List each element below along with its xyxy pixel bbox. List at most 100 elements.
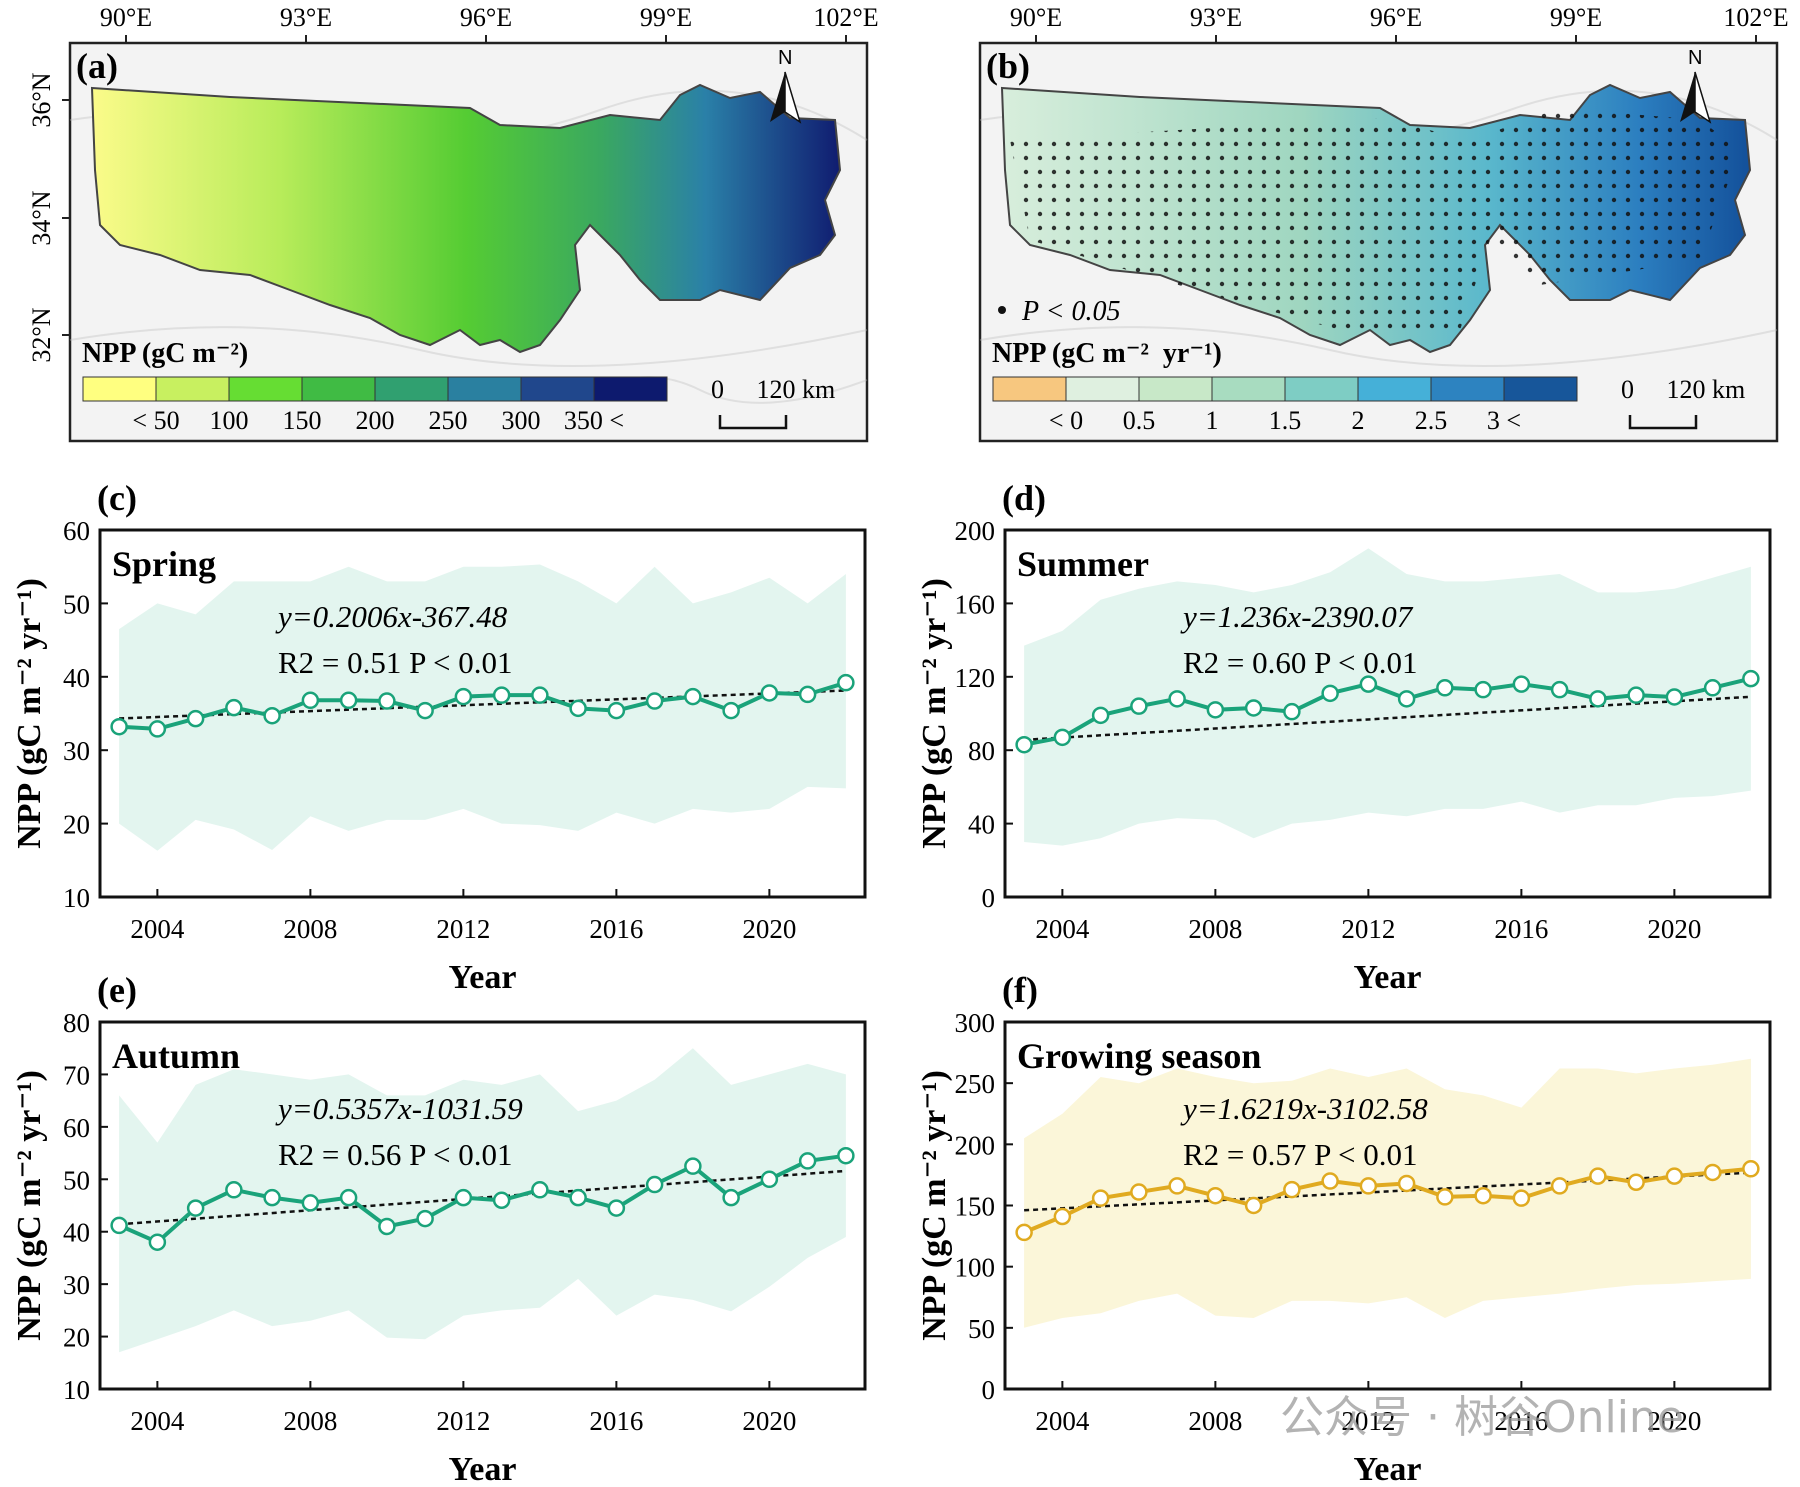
data-point [1474,1186,1492,1205]
significance-dots [1010,108,1740,330]
x-tick-label: 2016 [589,914,643,944]
y-tick-label: 50 [63,589,90,619]
x-tick-label: 2012 [436,914,490,944]
plot-frame [98,528,867,899]
legend-swatch [228,376,303,402]
map-a-letter: (a) [76,46,118,86]
chart-panel-e: 10 20 30 40 50 60 70 80 2004 2008 2012 2016 2020 Year… [11,970,867,1487]
uncertainty-band [119,564,846,851]
data-point [798,1152,817,1170]
data-point [1742,669,1760,688]
x-tick-label: 2016 [1494,914,1548,944]
data-point [148,720,167,738]
npp-map-region [90,83,842,354]
data-point [837,673,855,692]
data-point [1359,1177,1378,1195]
x-tick-label: 2008 [1188,914,1242,944]
x-tick-label: 2020 [742,1406,796,1436]
north-label: N [1688,47,1702,69]
map-a-legend-bar: < 50 100 150 200 250 300 350 < [82,376,668,435]
legend-label: 200 [356,406,395,435]
uncertainty-band [1024,548,1751,846]
legend-label: 300 [502,406,541,435]
lon-tick-label: 102°E [1723,3,1788,32]
map-a-north-arrow: N [770,47,802,124]
y-tick-label: 30 [63,1270,90,1300]
y-tick-label: 80 [968,736,995,766]
map-a-scale-bar [718,415,788,430]
series-title: Summer [1017,544,1149,584]
data-point [454,687,473,706]
data-point [1703,1163,1722,1182]
y-tick-label: 10 [63,883,90,913]
x-tick-label: 2020 [742,914,796,944]
data-point [186,1199,205,1217]
data-point [110,717,128,736]
legend-swatch [155,376,230,402]
y-tick-label: 20 [63,810,90,840]
x-tick-label: 2004 [1035,1406,1090,1436]
legend-swatch [1138,376,1213,402]
y-tick-label: 100 [955,1253,996,1283]
data-point [569,699,587,718]
y-tick-label: 10 [63,1375,90,1405]
data-point [378,692,396,710]
x-axis-label: Year [1354,959,1422,996]
x-tick-label: 2004 [130,1406,185,1436]
data-point [1244,699,1263,717]
data-point [1512,1189,1531,1207]
data-point [1550,1177,1569,1195]
legend-swatch [301,376,376,402]
legend-label: 1 [1206,406,1219,435]
x-tick-label: 2020 [1647,914,1701,944]
y-tick-label: 0 [982,1375,996,1405]
y-tick-label: 60 [63,516,90,546]
data-point [1397,690,1416,708]
y-tick-label: 300 [955,1008,996,1038]
x-tick-label: 2016 [589,1406,643,1436]
data-point [110,1216,128,1235]
legend-swatch [1284,376,1359,402]
y-axis-label: NPP (gC m⁻² yr⁻¹) [916,1070,953,1341]
panel-letter: (c) [97,478,137,518]
data-point [301,1194,320,1212]
map-a-lat-ticks: 36°N 34°N 32°N [27,72,70,363]
legend-label: < 50 [132,406,179,435]
y-tick-label: 0 [982,883,996,913]
data-point [645,1175,664,1194]
data-point [416,701,434,720]
y-tick-label: 250 [955,1069,996,1099]
plot-frame [98,1020,867,1391]
legend-label: 3 < [1487,406,1521,435]
data-point [760,684,779,702]
data-point [263,1188,281,1207]
data-point [1474,680,1492,699]
data-point [492,686,511,704]
data-point [569,1188,587,1207]
data-point [837,1146,855,1165]
data-point [454,1188,473,1207]
data-point [416,1209,434,1228]
data-point [1283,702,1301,721]
legend-label: 2.5 [1415,406,1448,435]
data-point [722,701,740,720]
data-point [1321,1172,1339,1190]
data-point [1436,679,1454,697]
r-squared-label: R2 = 0.56 P < 0.01 [278,1137,512,1172]
map-a-legend-title: NPP (gC m⁻²) [82,338,248,369]
data-point [684,1157,702,1175]
series-title: Spring [112,544,216,584]
y-tick-label: 30 [63,736,90,766]
data-point [1742,1160,1760,1178]
data-point [1053,728,1072,747]
map-b-scale-label: 0 120 km [1621,375,1745,404]
legend-label: 2 [1352,406,1365,435]
chart-panel-c: 10 20 30 40 50 60 2004 2008 2012 2016 2020 Year NPP … [11,478,867,996]
x-tick-label: 2012 [1341,1406,1395,1436]
y-tick-label: 50 [63,1165,90,1195]
data-point [607,1199,626,1217]
data-point [1550,680,1569,699]
x-axis-label: Year [449,959,517,996]
legend-label: 1.5 [1269,406,1302,435]
